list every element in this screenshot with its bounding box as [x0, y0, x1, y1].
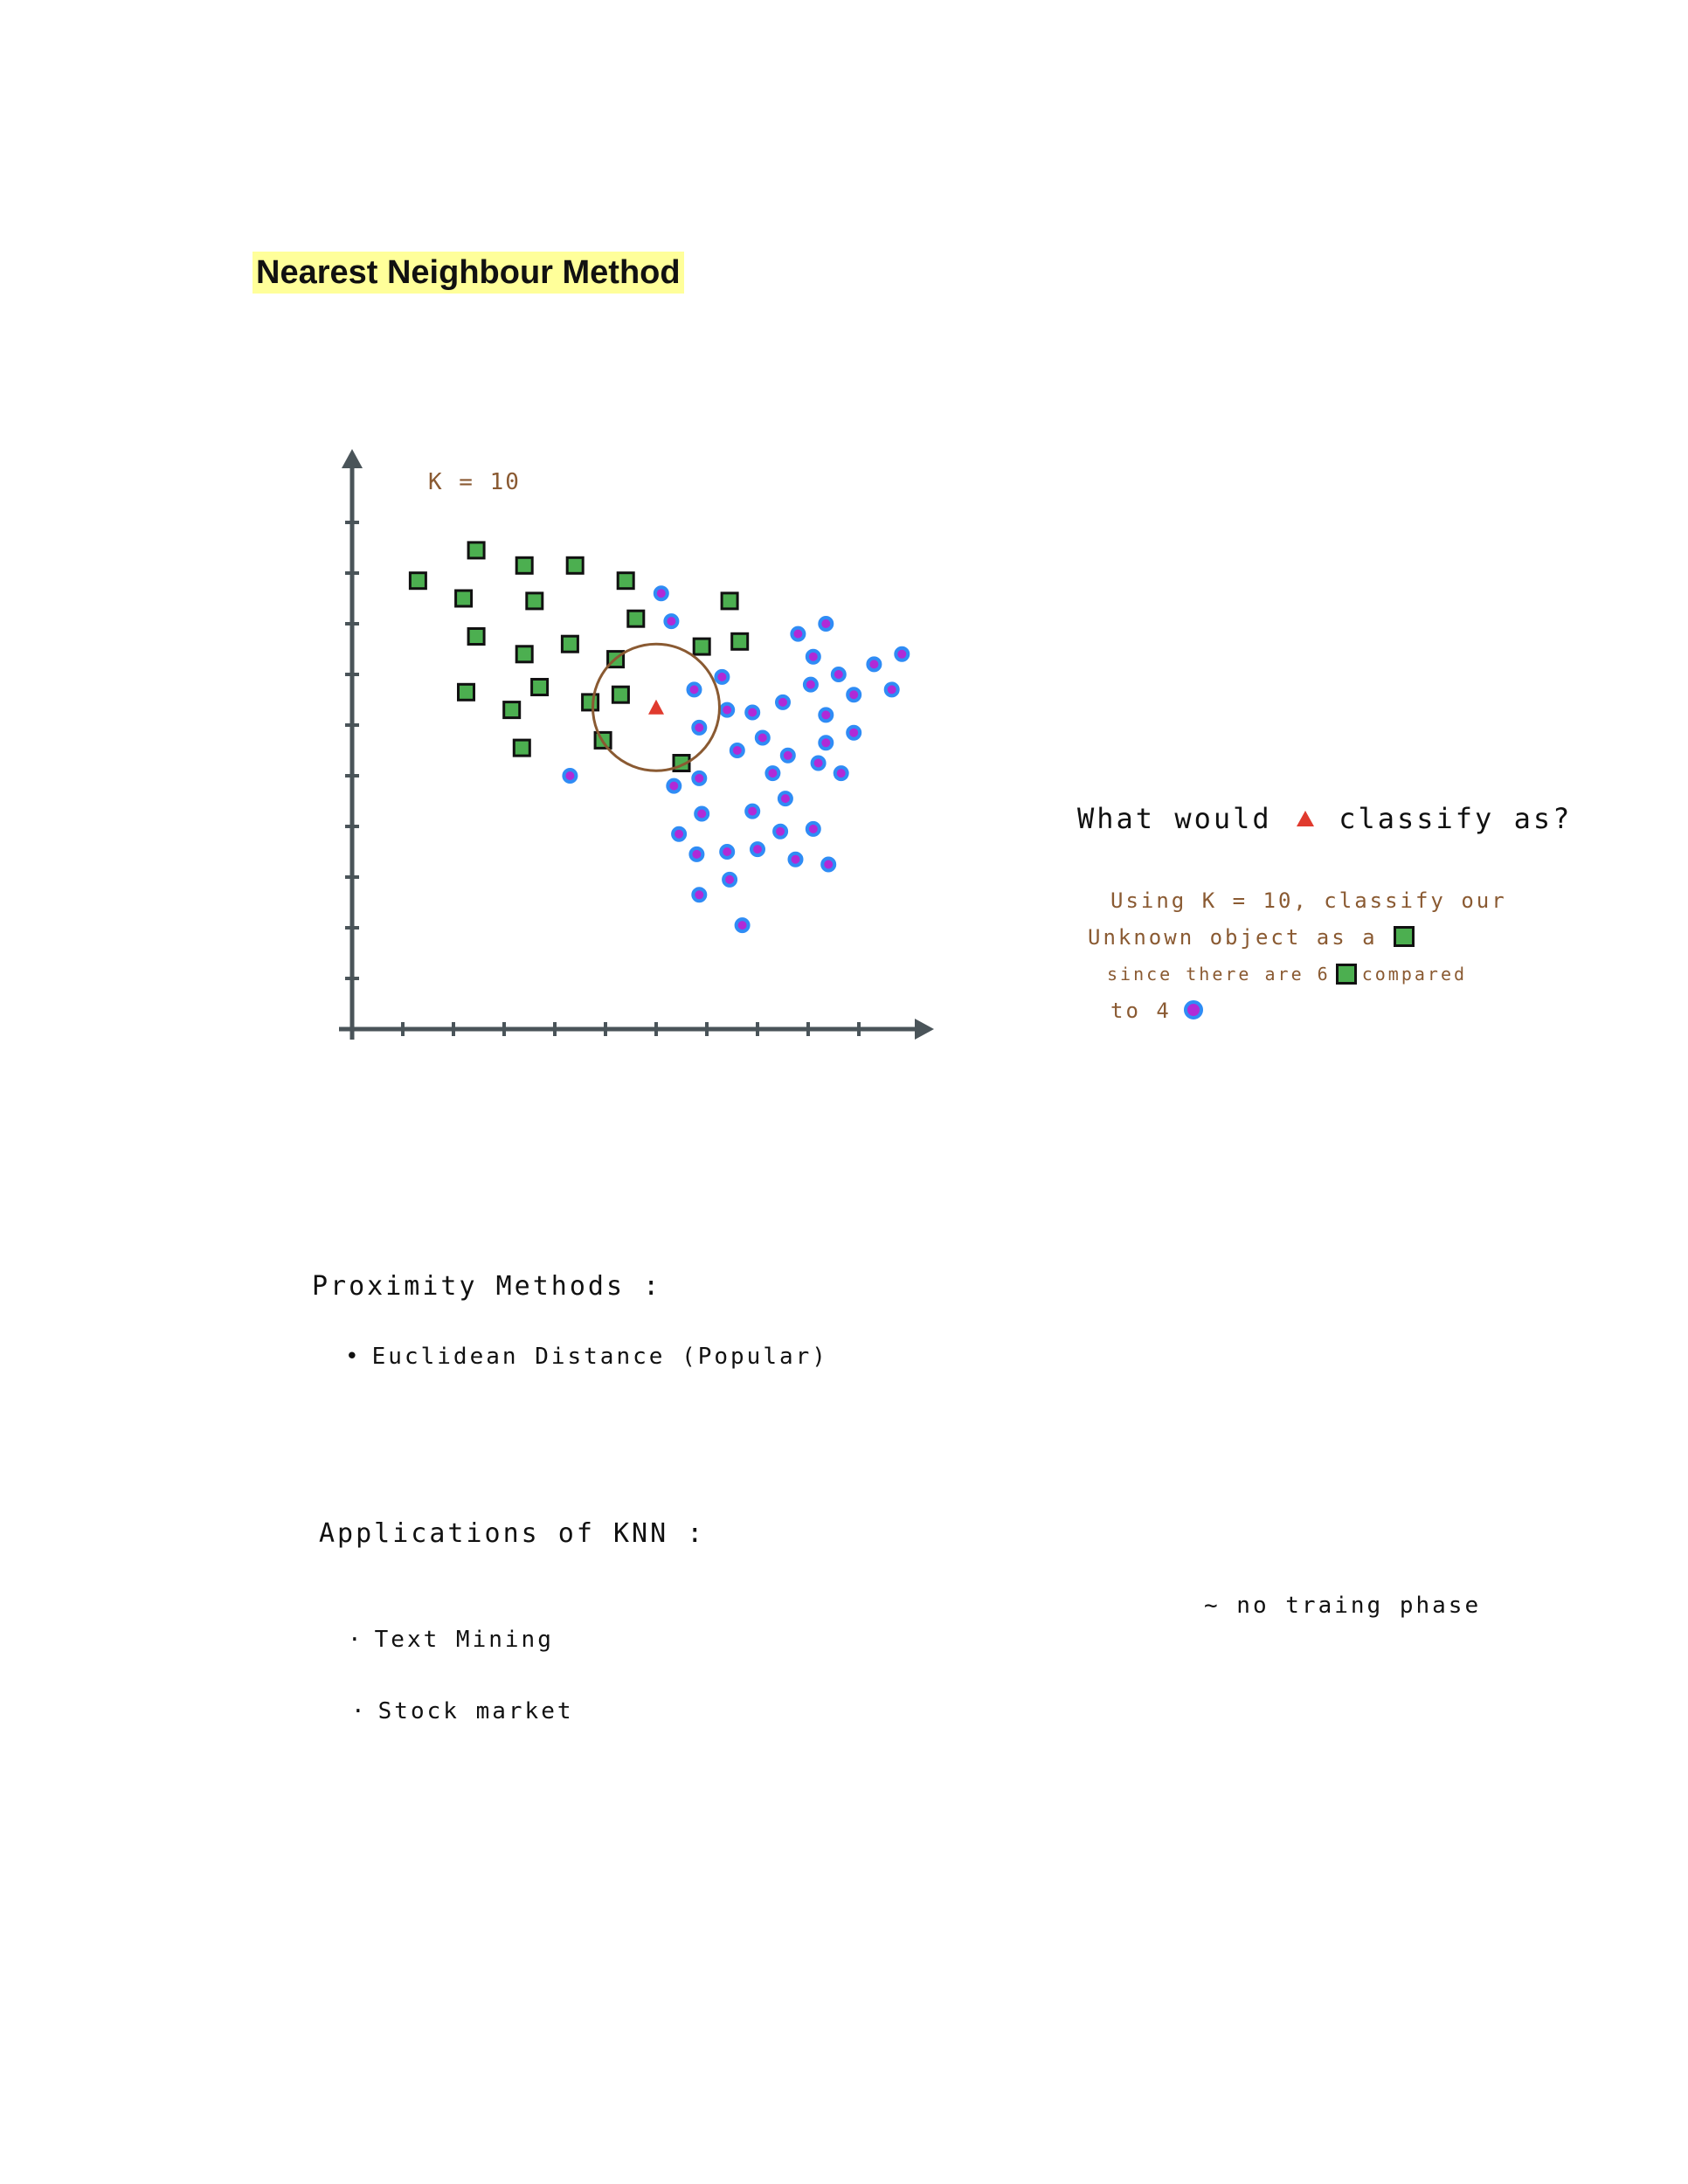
blue-circle-point — [894, 646, 910, 662]
green-square-point — [515, 645, 534, 664]
green-square-point — [457, 682, 475, 702]
blue-circle-icon — [1183, 1000, 1203, 1019]
question-text: What would classify as? — [1077, 802, 1572, 835]
green-square-point — [408, 571, 427, 591]
neighbour-radius-circle — [591, 642, 721, 772]
blue-circle-point — [744, 704, 761, 721]
blue-circle-point — [719, 702, 736, 718]
green-square-point — [720, 591, 739, 611]
blue-circle-point — [772, 823, 789, 840]
blue-circle-point — [787, 851, 804, 867]
green-square-point — [626, 609, 646, 628]
blue-circle-point — [754, 729, 771, 746]
green-square-point — [530, 678, 550, 696]
blue-circle-point — [764, 765, 781, 782]
proximity-heading: Proximity Methods : — [312, 1271, 662, 1302]
green-square-point — [692, 637, 711, 656]
green-square-icon — [1393, 926, 1415, 947]
green-square-icon — [1335, 963, 1357, 985]
neighbour-overlay — [591, 642, 721, 772]
k-label: K = 10 — [428, 469, 521, 495]
triangle-icon — [1296, 811, 1314, 826]
answer-block: Using K = 10, classify our Unknown objec… — [1088, 882, 1507, 1029]
answer-line-3: since there are 6 compared — [1107, 963, 1468, 985]
question-after: classify as? — [1339, 802, 1573, 835]
blue-circle-point — [846, 724, 862, 741]
green-square-point — [565, 556, 585, 575]
blue-circle-point — [846, 687, 862, 703]
axes — [339, 449, 934, 1040]
query-triangle-point — [648, 699, 664, 715]
green-square-point — [525, 591, 544, 611]
blue-circle-point — [830, 667, 847, 682]
blue-circle-point — [714, 668, 730, 685]
blue-circle-point — [729, 743, 745, 758]
side-note: ~ no traing phase — [1204, 1593, 1482, 1619]
blue-circle-point — [802, 676, 819, 693]
applications-item-stock-market: · Stock market — [351, 1698, 574, 1724]
blue-circle-point — [691, 887, 708, 903]
green-square-point — [560, 634, 579, 653]
blue-circle-point — [671, 826, 688, 842]
data-points — [408, 541, 910, 934]
y-axis-arrow-icon — [342, 449, 363, 468]
blue-circle-point — [818, 616, 834, 632]
answer-line-1: Using K = 10, classify our — [1110, 888, 1507, 913]
blue-circle-point — [805, 648, 821, 665]
blue-circle-point — [810, 755, 827, 771]
green-square-point — [611, 685, 630, 704]
blue-circle-point — [883, 681, 900, 698]
green-square-point — [502, 701, 522, 720]
blue-circle-point — [790, 625, 806, 642]
blue-circle-point — [653, 585, 669, 602]
applications-heading: Applications of KNN : — [319, 1518, 706, 1549]
blue-circle-point — [562, 768, 578, 784]
applications-item-text-mining: · Text Mining — [348, 1627, 554, 1653]
blue-circle-point — [734, 917, 751, 934]
blue-circle-point — [666, 778, 682, 794]
blue-circle-point — [775, 694, 791, 710]
blue-circle-point — [805, 820, 821, 837]
blue-circle-point — [779, 747, 796, 764]
x-axis-arrow-icon — [915, 1019, 934, 1040]
green-square-point — [454, 589, 474, 608]
blue-circle-point — [744, 803, 761, 819]
page-title: Nearest Neighbour Method — [253, 252, 684, 294]
green-square-point — [616, 571, 635, 591]
blue-circle-point — [694, 805, 710, 822]
knn-scatter-plot: K = 10 — [339, 449, 934, 1040]
blue-circle-point — [686, 681, 702, 698]
blue-circle-point — [722, 871, 738, 888]
answer-line-4: to 4 — [1088, 992, 1507, 1029]
proximity-item: • Euclidean Distance (Popular) — [345, 1344, 828, 1370]
blue-circle-point — [833, 765, 849, 782]
blue-circle-point — [691, 719, 708, 736]
blue-circle-point — [750, 841, 765, 858]
green-square-point — [730, 632, 750, 651]
question-before: What would — [1077, 802, 1272, 835]
blue-circle-point — [820, 856, 837, 873]
answer-line-2: Unknown object as a — [1088, 919, 1507, 956]
green-square-point — [581, 693, 600, 712]
blue-circle-point — [818, 735, 834, 751]
blue-circle-point — [818, 707, 834, 723]
blue-circle-point — [688, 846, 705, 862]
green-square-point — [467, 627, 486, 646]
blue-circle-point — [866, 656, 882, 673]
blue-circle-point — [719, 844, 736, 860]
green-square-point — [467, 541, 486, 560]
blue-circle-point — [691, 770, 708, 786]
green-square-point — [515, 556, 534, 575]
blue-circle-point — [663, 613, 680, 630]
blue-circle-point — [777, 791, 793, 807]
green-square-point — [512, 738, 531, 757]
